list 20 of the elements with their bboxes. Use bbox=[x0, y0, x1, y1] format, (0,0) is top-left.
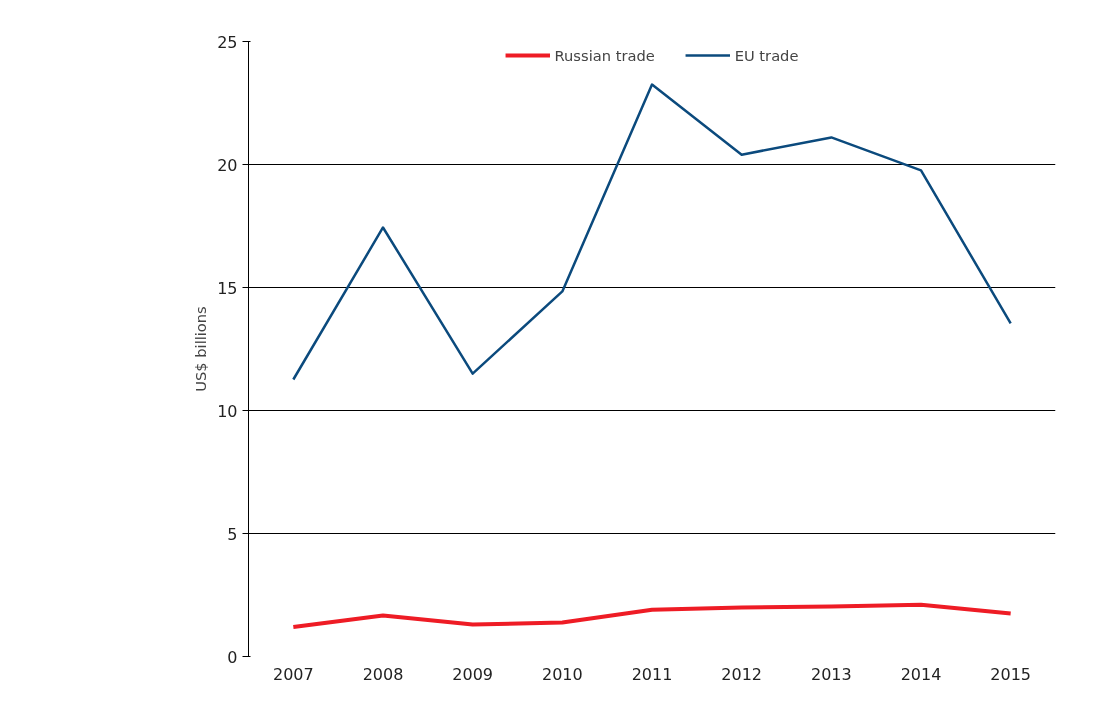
legend-label: Russian trade bbox=[554, 46, 655, 64]
x-tick-label: 2009 bbox=[452, 664, 494, 684]
x-tick-label: 2013 bbox=[810, 664, 852, 684]
line-series bbox=[292, 83, 1012, 381]
x-tick-label: 2011 bbox=[631, 664, 673, 684]
y-tick-label: 20 bbox=[217, 155, 238, 175]
x-tick-label: 2007 bbox=[272, 664, 314, 684]
y-tick-label: 10 bbox=[217, 401, 238, 421]
legend-label: EU trade bbox=[734, 46, 799, 64]
x-tick-label: 2012 bbox=[721, 664, 763, 684]
y-axis-title: US$ billions bbox=[192, 306, 210, 392]
line-series bbox=[291, 602, 1013, 629]
y-tick-label: 25 bbox=[217, 32, 238, 52]
y-tick-label: 0 bbox=[227, 647, 238, 667]
y-tick-label: 15 bbox=[217, 278, 238, 298]
x-tick-label: 2015 bbox=[990, 664, 1032, 684]
x-tick-label: 2008 bbox=[362, 664, 404, 684]
x-tick-label: 2014 bbox=[900, 664, 942, 684]
x-tick-label: 2010 bbox=[541, 664, 583, 684]
y-tick-label: 5 bbox=[227, 524, 238, 544]
